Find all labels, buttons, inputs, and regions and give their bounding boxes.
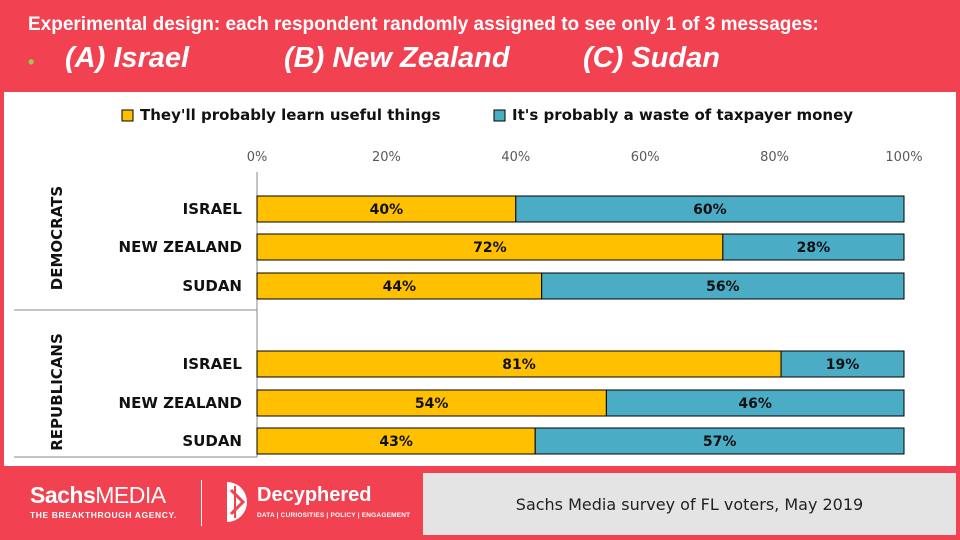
bar-label-waste: 28% (797, 240, 831, 256)
bar-waste (722, 233, 905, 261)
bar-label-waste: 60% (693, 202, 727, 218)
category-label: NEW ZEALAND (119, 238, 242, 256)
decyphered-mark-icon (227, 482, 247, 522)
x-tick-label: 60% (631, 150, 660, 165)
x-tick-label: 80% (760, 150, 789, 165)
option-b: (B) New Zealand (284, 42, 510, 74)
bar-waste (541, 272, 905, 300)
bullet-icon: • (28, 52, 35, 72)
bar-label-useful: 81% (502, 357, 536, 373)
x-tick-label: 40% (501, 150, 530, 165)
bar-label-useful: 44% (383, 279, 417, 295)
logo-media-word: MEDIA (95, 482, 166, 508)
option-a: (A) Israel (65, 42, 190, 74)
category-label: ISRAEL (183, 200, 243, 218)
bar-label-useful: 43% (379, 434, 413, 450)
bar-useful (256, 195, 517, 223)
decyphered-name: Decyphered (257, 484, 372, 506)
category-label: NEW ZEALAND (119, 394, 242, 412)
bar-label-useful: 72% (473, 240, 507, 256)
chart-panel: They'll probably learn useful things It's… (4, 92, 956, 466)
bar-label-waste: 56% (706, 279, 740, 295)
logo-sachs-word: Sachs (30, 482, 96, 508)
source-box: Sachs Media survey of FL voters, May 201… (423, 473, 956, 535)
category-label: ISRAEL (183, 355, 243, 373)
bar-useful (256, 427, 536, 455)
bar-label-waste: 19% (826, 357, 860, 373)
footer-divider (201, 480, 202, 526)
legend-label: They'll probably learn useful things (140, 106, 441, 124)
x-tick-label: 100% (885, 150, 922, 165)
bar-waste (780, 350, 905, 378)
source-note: Sachs Media survey of FL voters, May 201… (515, 495, 864, 514)
bar-waste (605, 389, 905, 417)
bar-useful (256, 272, 543, 300)
group-label: REPUBLICANS (48, 333, 66, 451)
bar-label-waste: 46% (738, 396, 772, 412)
legend-swatch (493, 109, 506, 122)
category-label: SUDAN (182, 432, 242, 450)
group-label: DEMOCRATS (48, 186, 66, 290)
category-label: SUDAN (182, 277, 242, 295)
bar-label-useful: 54% (415, 396, 449, 412)
decyphered-tagline: DATA | CURIOSITIES | POLICY | ENGAGEMENT (257, 512, 411, 519)
bar-label-useful: 40% (370, 202, 404, 218)
bar-label-waste: 57% (703, 434, 737, 450)
bar-useful (256, 350, 782, 378)
stacked-bar-chart: They'll probably learn useful things It's… (14, 106, 923, 458)
legend-swatch (121, 109, 134, 122)
bar-waste (515, 195, 905, 223)
x-tick-label: 0% (247, 150, 268, 165)
legend-label: It's probably a waste of taxpayer money (512, 106, 853, 124)
sachs-tagline: THE BREAKTHROUGH AGENCY. (30, 510, 177, 520)
option-c: (C) Sudan (583, 42, 720, 74)
bar-waste (534, 427, 905, 455)
sachs-media-logo: SachsMEDIA THE BREAKTHROUGH AGENCY. (30, 482, 177, 520)
x-tick-label: 20% (372, 150, 401, 165)
header-description: Experimental design: each respondent ran… (28, 14, 819, 35)
